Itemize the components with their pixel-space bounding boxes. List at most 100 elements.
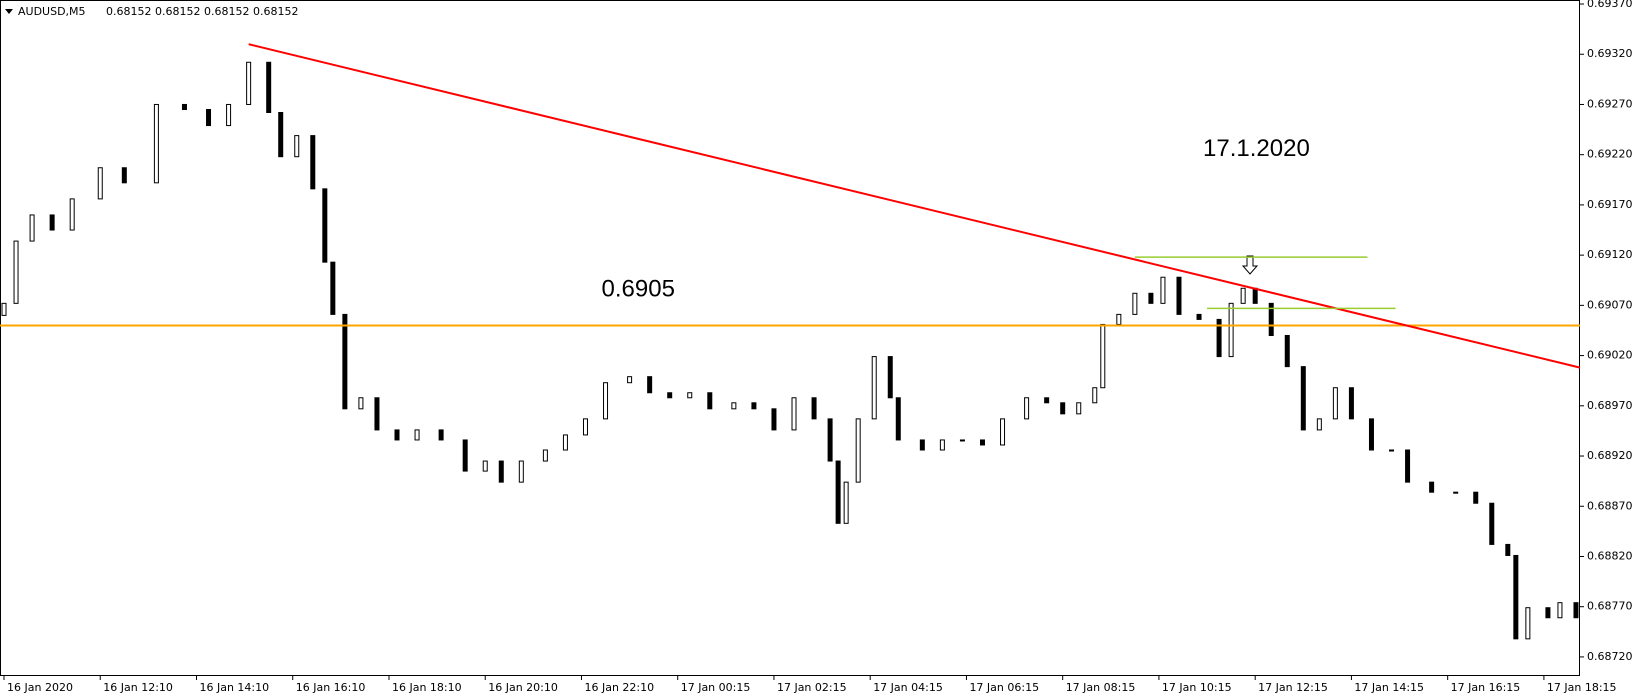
quote-label: 0.68152 0.68152 0.68152 0.68152	[106, 5, 298, 18]
x-tick-label: 16 Jan 12:10	[103, 681, 173, 694]
candle-body	[835, 460, 841, 524]
candle-body	[394, 429, 400, 441]
candle-body	[1348, 387, 1354, 420]
candle-body	[667, 392, 673, 399]
candle-body	[310, 135, 316, 190]
candle-body	[1405, 449, 1411, 483]
candle-body	[843, 481, 849, 524]
candle-body	[959, 439, 965, 442]
candle-body	[518, 460, 524, 483]
candle-body	[919, 439, 925, 451]
candle-body	[1300, 366, 1306, 431]
candle-body	[1316, 418, 1322, 431]
candle-body	[627, 376, 633, 384]
candle-body	[562, 434, 568, 451]
y-tick-label: 0.68720	[1587, 650, 1633, 663]
candle-body	[1092, 387, 1098, 404]
candle-body	[1332, 387, 1338, 420]
candle-body	[647, 376, 653, 394]
candle-body	[1000, 418, 1006, 446]
candle-body	[294, 135, 300, 158]
candle-body	[1389, 449, 1395, 452]
candle-body	[1268, 302, 1274, 336]
candle-body	[1545, 607, 1551, 619]
candle-body	[791, 397, 797, 431]
candle-body	[1573, 602, 1579, 619]
candle-body	[871, 356, 877, 420]
candle-body	[1429, 481, 1435, 493]
candle-body	[1160, 276, 1166, 304]
candle-body	[206, 108, 212, 127]
x-tick-label: 17 Jan 04:15	[873, 681, 943, 694]
y-tick-label: 0.69320	[1587, 47, 1633, 60]
candle-body	[121, 167, 127, 184]
y-tick-label: 0.68870	[1587, 499, 1633, 512]
candle-body	[603, 382, 609, 420]
candle-body	[731, 402, 737, 410]
candle-body	[438, 429, 444, 441]
candle-body	[498, 460, 504, 483]
candle-body	[887, 356, 893, 399]
candle-body	[278, 112, 284, 158]
annotation: 0.6905	[602, 276, 675, 303]
candle-body	[358, 397, 364, 410]
candle-body	[855, 418, 861, 483]
x-tick-label: 17 Jan 06:15	[969, 681, 1039, 694]
candle-body	[49, 214, 55, 231]
candle-body	[1132, 292, 1138, 315]
candle-body	[1513, 554, 1519, 640]
candle-body	[1100, 323, 1106, 389]
x-tick-label: 16 Jan 22:10	[584, 681, 654, 694]
x-tick-label: 16 Jan 2020	[7, 681, 73, 694]
y-tick-label: 0.68970	[1587, 399, 1633, 412]
x-tick-label: 17 Jan 10:15	[1162, 681, 1232, 694]
x-tick-label: 17 Jan 18:15	[1547, 681, 1617, 694]
candle-body	[771, 408, 777, 431]
candle-body	[322, 188, 328, 263]
y-tick-label: 0.69170	[1587, 198, 1633, 211]
candle-body	[751, 402, 757, 410]
candle-body	[811, 397, 817, 420]
y-tick-label: 0.69270	[1587, 97, 1633, 110]
candle-body	[939, 439, 945, 451]
candle-body	[1368, 418, 1374, 451]
candle-body	[29, 214, 35, 242]
candle-body	[1252, 287, 1258, 304]
x-tick-label: 17 Jan 12:15	[1258, 681, 1328, 694]
candle-body	[582, 418, 588, 436]
candle-body	[827, 418, 833, 462]
menu-triangle[interactable]	[5, 9, 13, 14]
candle-body	[1525, 607, 1531, 640]
candle-body	[462, 439, 468, 472]
x-tick-label: 17 Jan 16:15	[1451, 681, 1521, 694]
x-tick-label: 17 Jan 02:15	[777, 681, 847, 694]
candle-body	[1, 302, 7, 316]
y-tick-label: 0.68770	[1587, 600, 1633, 613]
candle-body	[181, 103, 187, 110]
y-tick-label: 0.69020	[1587, 349, 1633, 362]
y-tick-label: 0.69070	[1587, 298, 1633, 311]
x-tick-label: 16 Jan 20:10	[488, 681, 558, 694]
candle-body	[1505, 543, 1511, 556]
candle-body	[1453, 491, 1459, 494]
x-tick-label: 17 Jan 08:15	[1066, 681, 1136, 694]
candle-body	[1076, 402, 1082, 415]
x-tick-label: 16 Jan 18:10	[392, 681, 462, 694]
candle-body	[153, 103, 159, 184]
candle-body	[69, 198, 75, 231]
candle-body	[687, 392, 693, 399]
candle-body	[246, 61, 252, 105]
trend-line	[248, 43, 1581, 369]
candle-body	[226, 103, 232, 127]
candle-body	[1024, 397, 1030, 420]
candle-body	[342, 313, 348, 410]
candle-body	[707, 392, 713, 410]
candle-body	[374, 397, 380, 431]
y-tick-label: 0.69370	[1587, 0, 1633, 10]
candle-body	[1044, 397, 1050, 404]
candle-body	[1557, 602, 1563, 619]
candle-body	[542, 449, 548, 462]
candle-body	[1196, 313, 1202, 320]
